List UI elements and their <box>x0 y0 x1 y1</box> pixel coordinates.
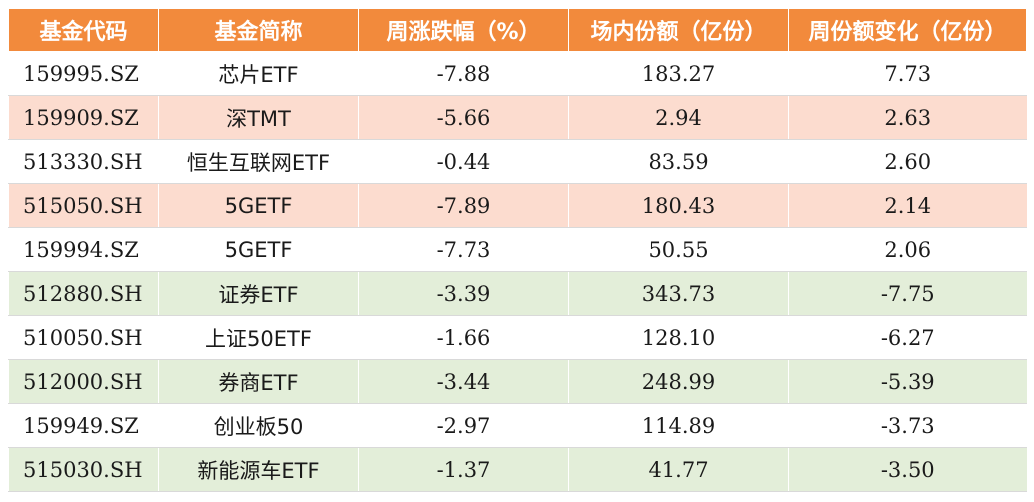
table-row: 512000.SH 券商ETF -3.44 248.99 -5.39 <box>8 359 1027 404</box>
weekly-change: -1.66 <box>358 315 569 360</box>
fund-name: 上证50ETF <box>158 315 359 360</box>
fund-name: 5GETF <box>158 227 359 272</box>
shares-change: 2.06 <box>788 227 1027 272</box>
shares: 128.10 <box>568 315 789 360</box>
table-row: 515030.SH 新能源车ETF -1.37 41.77 -3.50 <box>8 447 1027 492</box>
fund-name: 深TMT <box>158 95 359 140</box>
shares-change: 2.63 <box>788 95 1027 140</box>
fund-code: 159995.SZ <box>8 51 159 96</box>
shares-change: 2.60 <box>788 139 1027 184</box>
shares-change: -5.39 <box>788 359 1027 404</box>
fund-code: 513330.SH <box>8 139 159 184</box>
header-name: 基金简称 <box>158 8 359 52</box>
shares-change: 2.14 <box>788 183 1027 228</box>
header-row: 基金代码 基金简称 周涨跌幅（%） 场内份额（亿份） 周份额变化（亿份） <box>8 8 1027 52</box>
fund-code: 159994.SZ <box>8 227 159 272</box>
table-row: 159949.SZ 创业板50 -2.97 114.89 -3.73 <box>8 403 1027 448</box>
weekly-change: -3.39 <box>358 271 569 316</box>
table-row: 159909.SZ 深TMT -5.66 2.94 2.63 <box>8 95 1027 140</box>
fund-name: 5GETF <box>158 183 359 228</box>
table-row: 512880.SH 证券ETF -3.39 343.73 -7.75 <box>8 271 1027 316</box>
fund-code: 159949.SZ <box>8 403 159 448</box>
header-weekly-change: 周涨跌幅（%） <box>358 8 569 52</box>
shares: 183.27 <box>568 51 789 96</box>
weekly-change: -2.97 <box>358 403 569 448</box>
weekly-change: -0.44 <box>358 139 569 184</box>
shares-change: -6.27 <box>788 315 1027 360</box>
table-row: 159994.SZ 5GETF -7.73 50.55 2.06 <box>8 227 1027 272</box>
shares-change: -3.73 <box>788 403 1027 448</box>
weekly-change: -1.37 <box>358 447 569 492</box>
fund-name: 芯片ETF <box>158 51 359 96</box>
shares: 83.59 <box>568 139 789 184</box>
shares: 343.73 <box>568 271 789 316</box>
fund-name: 恒生互联网ETF <box>158 139 359 184</box>
fund-name: 创业板50 <box>158 403 359 448</box>
shares: 180.43 <box>568 183 789 228</box>
fund-code: 510050.SH <box>8 315 159 360</box>
shares: 50.55 <box>568 227 789 272</box>
shares-change: 7.73 <box>788 51 1027 96</box>
table-row: 159995.SZ 芯片ETF -7.88 183.27 7.73 <box>8 51 1027 96</box>
shares: 2.94 <box>568 95 789 140</box>
weekly-change: -5.66 <box>358 95 569 140</box>
fund-name: 券商ETF <box>158 359 359 404</box>
fund-code: 515030.SH <box>8 447 159 492</box>
header-shares: 场内份额（亿份） <box>568 8 789 52</box>
shares: 248.99 <box>568 359 789 404</box>
shares: 41.77 <box>568 447 789 492</box>
table-row: 513330.SH 恒生互联网ETF -0.44 83.59 2.60 <box>8 139 1027 184</box>
fund-name: 证券ETF <box>158 271 359 316</box>
header-shares-change: 周份额变化（亿份） <box>788 8 1027 52</box>
fund-code: 159909.SZ <box>8 95 159 140</box>
weekly-change: -7.89 <box>358 183 569 228</box>
header-code: 基金代码 <box>8 8 159 52</box>
fund-code: 515050.SH <box>8 183 159 228</box>
shares-change: -3.50 <box>788 447 1027 492</box>
fund-code: 512000.SH <box>8 359 159 404</box>
etf-share-change-table: 基金代码 基金简称 周涨跌幅（%） 场内份额（亿份） 周份额变化（亿份） 159… <box>8 8 1027 492</box>
weekly-change: -7.73 <box>358 227 569 272</box>
fund-code: 512880.SH <box>8 271 159 316</box>
shares-change: -7.75 <box>788 271 1027 316</box>
shares: 114.89 <box>568 403 789 448</box>
weekly-change: -7.88 <box>358 51 569 96</box>
table-row: 515050.SH 5GETF -7.89 180.43 2.14 <box>8 183 1027 228</box>
fund-name: 新能源车ETF <box>158 447 359 492</box>
table-row: 510050.SH 上证50ETF -1.66 128.10 -6.27 <box>8 315 1027 360</box>
weekly-change: -3.44 <box>358 359 569 404</box>
